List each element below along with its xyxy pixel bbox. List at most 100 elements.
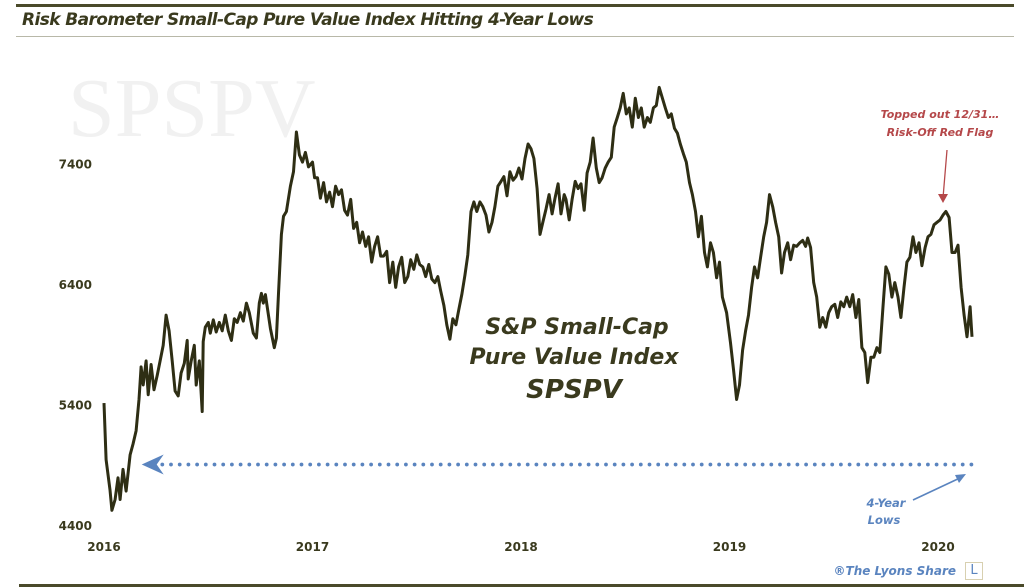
spspv-series-line: [102, 85, 974, 512]
reference-dot: [195, 462, 200, 467]
reference-dot: [795, 462, 800, 467]
reference-dot: [464, 462, 469, 467]
reference-dot: [447, 462, 452, 467]
reference-dot: [612, 462, 617, 467]
x-tick-label: 2017: [296, 540, 329, 554]
reference-dot: [569, 462, 574, 467]
topped-out-annotation: Topped out 12/31… Risk-Off Red Flag: [881, 108, 999, 203]
y-tick-label: 5400: [59, 399, 92, 413]
reference-dot: [169, 462, 173, 467]
reference-dot: [430, 462, 434, 467]
reference-dot: [508, 462, 513, 467]
y-tick-label: 6400: [59, 278, 92, 292]
reference-dot: [282, 462, 286, 467]
bottom-rule: [19, 584, 1024, 587]
x-axis: 2016 2017 2018 2019 2020: [87, 540, 954, 554]
reference-dot: [456, 462, 460, 467]
reference-dot: [908, 462, 913, 467]
reference-dot: [230, 462, 234, 467]
reference-dot: [421, 462, 426, 467]
reference-dot: [786, 462, 791, 467]
reference-dot: [586, 462, 591, 467]
reference-dot: [377, 462, 382, 467]
reference-dot: [830, 462, 835, 467]
reference-dot: [221, 462, 226, 467]
watermark-text: SPSPV: [68, 62, 316, 155]
reference-dot: [273, 462, 278, 467]
reference-dot: [847, 462, 852, 467]
x-tick-label: 2016: [87, 540, 120, 554]
reference-dot: [560, 462, 565, 467]
reference-dot: [203, 462, 208, 467]
reference-dot: [899, 462, 904, 467]
four-year-lows-annotation: 4-Year Lows: [866, 474, 966, 527]
reference-dot: [551, 462, 556, 467]
reference-dot: [812, 462, 817, 467]
reference-dot: [734, 462, 739, 467]
reference-dot: [778, 462, 782, 467]
y-tick-label: 7400: [59, 158, 92, 172]
reference-dot: [308, 462, 313, 467]
reference-dot: [491, 462, 495, 467]
reference-dot: [760, 462, 765, 467]
center-label-line-2: Pure Value Index: [469, 345, 679, 370]
four-year-lows-text-1: 4-Year: [866, 496, 907, 510]
reference-dot: [656, 462, 661, 467]
reference-dot: [682, 462, 687, 467]
reference-dot: [247, 462, 252, 467]
reference-dot: [351, 462, 356, 467]
reference-dot: [334, 462, 339, 467]
y-axis: 4400 5400 6400 7400: [59, 158, 92, 534]
reference-dot: [638, 462, 643, 467]
reference-dot: [499, 462, 504, 467]
reference-dot: [290, 462, 295, 467]
chart-title: Risk Barometer Small-Cap Pure Value Inde…: [22, 10, 594, 30]
reference-dot: [517, 462, 521, 467]
reference-dot: [256, 462, 260, 467]
reference-dot: [369, 462, 373, 467]
topped-out-text-2: Risk-Off Red Flag: [887, 126, 994, 139]
lyons-share-logo: L: [965, 562, 983, 580]
reference-dot: [621, 462, 626, 467]
reference-dot: [386, 462, 391, 467]
reference-dot: [752, 462, 756, 467]
top-rule: [16, 4, 1014, 7]
reference-dot: [543, 462, 547, 467]
center-label-line-1: S&P Small-Cap: [485, 315, 668, 340]
reference-dot: [917, 462, 922, 467]
red-arrow-shaft: [942, 149, 948, 199]
reference-dot: [360, 462, 365, 467]
reference-dot: [725, 462, 730, 467]
reference-dot: [769, 462, 774, 467]
reference-dot: [873, 462, 878, 467]
reference-dot: [186, 462, 191, 467]
reference-dot: [534, 462, 539, 467]
reference-dot: [804, 462, 808, 467]
reference-dot: [891, 462, 895, 467]
reference-dot: [743, 462, 748, 467]
four-year-lows-text-2: Lows: [868, 513, 901, 527]
blue-arrow-head-icon: [955, 474, 966, 483]
reference-dot: [882, 462, 887, 467]
reference-dot: [952, 462, 956, 467]
reference-dot: [473, 462, 478, 467]
reference-dot: [212, 462, 217, 467]
reference-dot: [482, 462, 487, 467]
reference-dot: [343, 462, 347, 467]
center-label-line-3: SPSPV: [526, 375, 624, 405]
reference-dot: [691, 462, 695, 467]
reference-dot: [160, 462, 165, 467]
reference-dot: [412, 462, 417, 467]
reference-dot: [717, 462, 721, 467]
reference-dot: [238, 462, 243, 467]
four-year-low-reference-line: [141, 454, 974, 475]
reference-dot: [856, 462, 861, 467]
reference-dot: [865, 462, 869, 467]
reference-dot: [404, 462, 408, 467]
x-tick-label: 2018: [504, 540, 537, 554]
reference-dot: [926, 462, 930, 467]
blue-arrow-shaft: [912, 476, 963, 501]
reference-dot: [934, 462, 939, 467]
reference-dot: [317, 462, 321, 467]
